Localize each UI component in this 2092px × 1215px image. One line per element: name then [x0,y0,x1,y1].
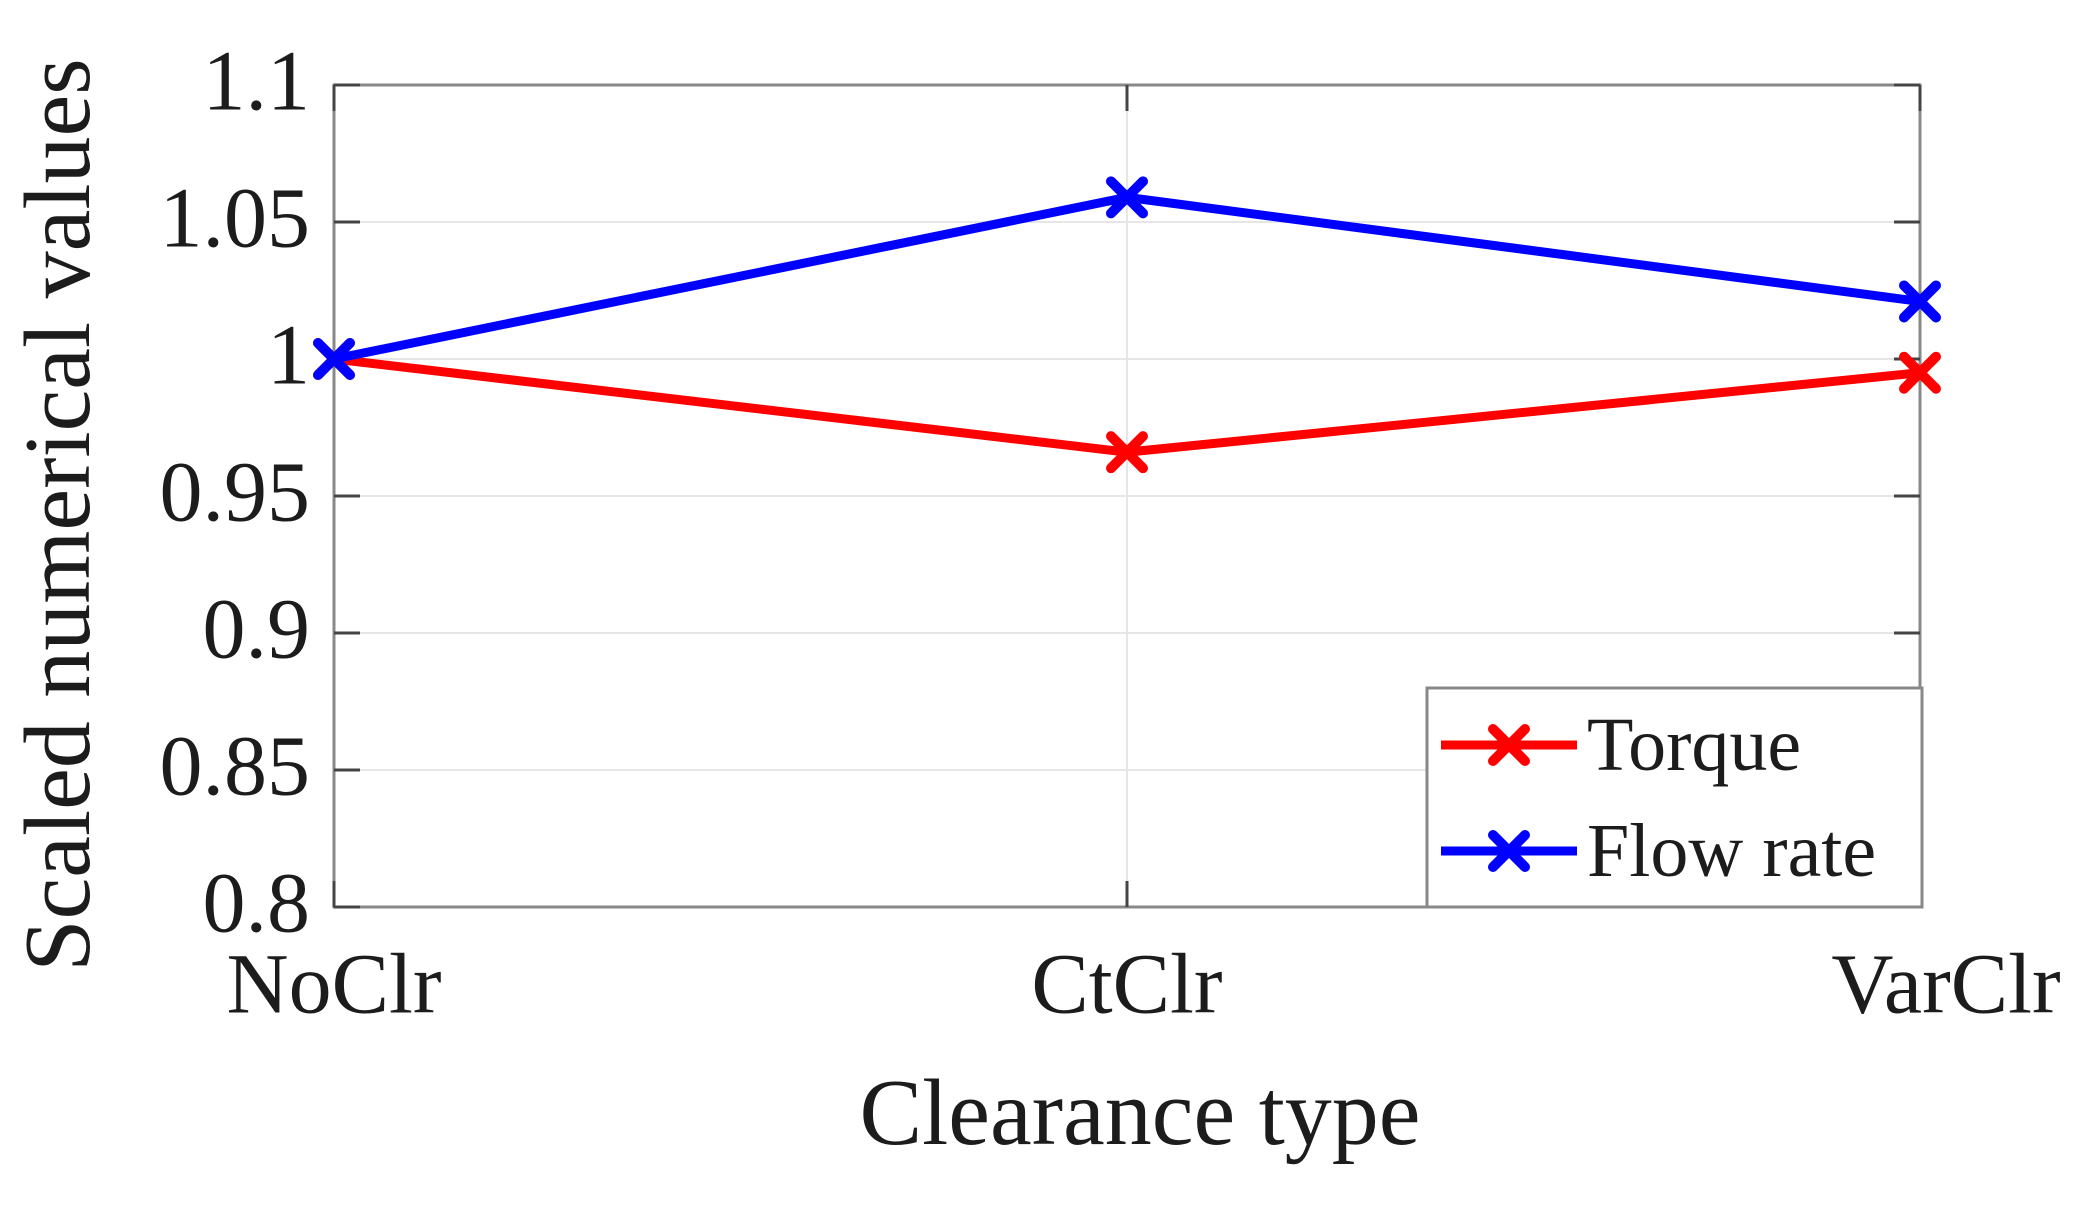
legend-label-torque: Torque [1587,703,1801,787]
y-tick-label-0.85: 0.85 [160,717,311,813]
x-tick-label-NoClr: NoClr [227,935,442,1031]
y-tick-label-1.05: 1.05 [160,169,311,265]
y-tick-label-0.8: 0.8 [203,854,311,950]
y-tick-label-1.1: 1.1 [203,32,311,128]
legend-sample-marker-flow-rate [1488,830,1530,872]
y-tick-label-0.9: 0.9 [203,580,311,676]
x-tick-label-VarClr: VarClr [1831,935,2060,1031]
marker-flow-rate-CtClr [1106,176,1148,219]
legend-sample-marker-torque [1488,724,1530,766]
x-tick-label-CtClr: CtClr [1031,935,1222,1031]
marker-torque-VarClr [1899,351,1941,394]
marker-flow-rate-NoClr [313,338,355,380]
y-axis-title: Scaled numerical values [6,58,110,972]
x-axis-title: Clearance type [859,1061,1420,1165]
legend-label-flow-rate: Flow rate [1587,809,1876,893]
legend-box [1425,686,1924,909]
y-tick-label-1: 1 [267,306,310,402]
y-tick-label-0.95: 0.95 [160,443,311,539]
marker-flow-rate-VarClr [1899,280,1941,323]
marker-torque-CtClr [1106,431,1148,474]
